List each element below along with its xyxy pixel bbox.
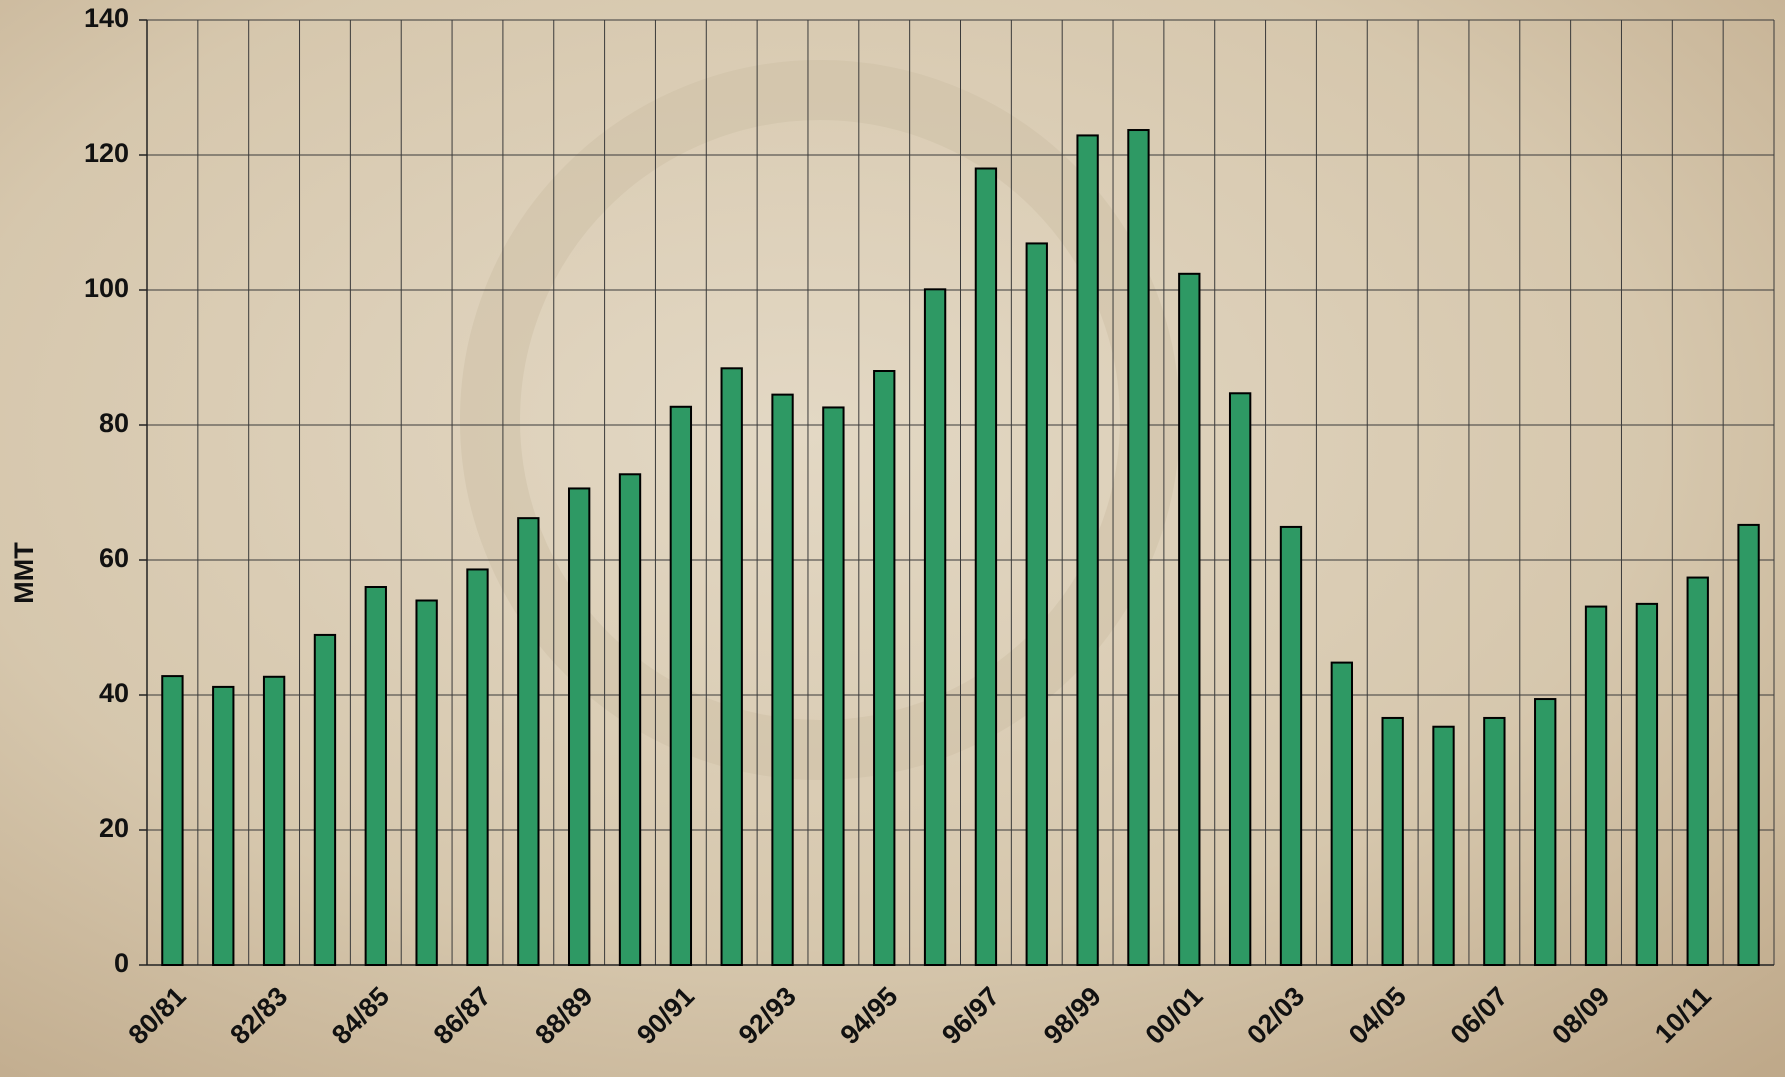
- y-tick-label: 80: [99, 408, 129, 438]
- bar: [1025, 242, 1048, 967]
- bar: [1737, 523, 1760, 967]
- y-tick-label: 40: [99, 678, 129, 708]
- bar: [212, 685, 235, 967]
- bar: [1584, 605, 1608, 966]
- y-tick-label: 0: [114, 948, 129, 978]
- bar: [822, 406, 845, 966]
- bar: [720, 367, 743, 966]
- bar: [1178, 272, 1201, 966]
- bar: [415, 599, 438, 966]
- bar: [1534, 698, 1557, 966]
- bar: [669, 405, 693, 966]
- bar: [1635, 602, 1659, 966]
- bar: [1686, 576, 1709, 966]
- y-tick-label: 120: [84, 138, 129, 168]
- bar: [262, 675, 286, 967]
- bar: [1483, 716, 1506, 967]
- bar: [771, 393, 794, 966]
- bar: [1076, 134, 1099, 967]
- bar: [161, 675, 184, 966]
- bar: [1127, 129, 1150, 966]
- bar: [974, 167, 998, 966]
- bar: [313, 633, 337, 966]
- decoration: [460, 60, 1180, 780]
- bar: [618, 473, 642, 966]
- bar: [1279, 525, 1303, 966]
- y-tick-label: 60: [99, 543, 129, 573]
- bar: [517, 517, 540, 967]
- bar: [364, 586, 387, 966]
- bar: [1330, 661, 1353, 966]
- y-tick-label: 20: [99, 813, 129, 843]
- bar: [1432, 725, 1455, 966]
- bar: [873, 370, 896, 966]
- y-tick-label: 140: [84, 3, 129, 33]
- bar: [466, 568, 489, 966]
- bar: [1228, 392, 1252, 966]
- bar: [1381, 716, 1404, 967]
- bar: [923, 288, 947, 966]
- y-tick-label: 100: [84, 273, 129, 303]
- y-axis-label: MMT: [9, 542, 39, 604]
- bar: [568, 487, 591, 966]
